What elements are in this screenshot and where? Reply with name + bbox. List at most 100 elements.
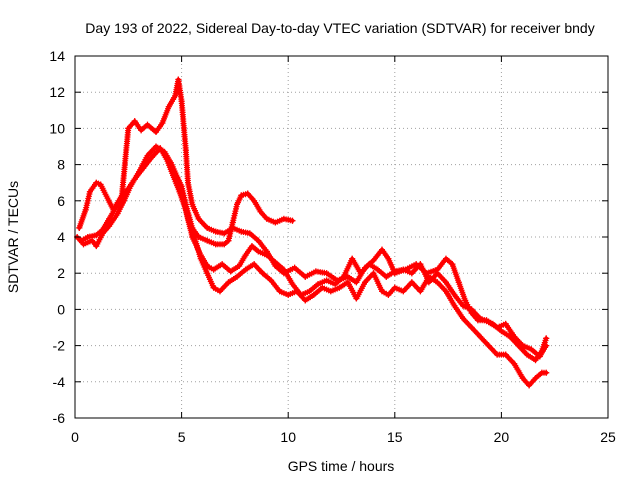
- data-point: [519, 375, 526, 382]
- data-point: [210, 284, 217, 291]
- y-tick-label: 4: [57, 229, 65, 245]
- data-point: [172, 92, 179, 99]
- x-axis-label: GPS time / hours: [288, 458, 395, 474]
- data-point: [442, 279, 449, 286]
- data-point: [425, 273, 432, 280]
- y-tick-label: 8: [57, 157, 65, 173]
- data-point: [319, 284, 326, 291]
- data-point: [234, 201, 241, 208]
- data-point: [543, 342, 550, 349]
- data-point: [144, 121, 151, 128]
- data-point: [84, 234, 91, 240]
- data-point: [332, 281, 339, 288]
- data-point: [353, 279, 360, 286]
- data-point: [323, 270, 330, 277]
- data-point: [259, 270, 266, 277]
- data-point: [170, 172, 177, 179]
- data-point: [449, 261, 456, 268]
- data-point: [528, 346, 535, 353]
- data-point: [251, 261, 258, 268]
- data-point: [511, 360, 518, 367]
- data-point: [219, 261, 226, 268]
- data-point: [204, 270, 211, 277]
- data-point: [462, 297, 469, 304]
- data-point: [255, 237, 262, 244]
- data-point: [455, 279, 462, 286]
- data-point: [257, 208, 264, 215]
- data-point: [225, 279, 232, 286]
- data-point: [312, 268, 319, 275]
- data-point: [494, 324, 501, 331]
- data-point: [385, 255, 392, 262]
- data-point: [242, 266, 249, 273]
- data-point: [289, 281, 296, 288]
- series-trace-d: [178, 188, 550, 389]
- data-point: [216, 288, 223, 295]
- data-point: [485, 342, 492, 349]
- data-point: [153, 129, 160, 136]
- data-point: [140, 165, 147, 172]
- data-point: [315, 281, 322, 288]
- x-tick-label: 25: [600, 429, 616, 445]
- data-point: [221, 230, 228, 237]
- data-point: [82, 206, 89, 213]
- data-point: [210, 266, 217, 273]
- data-point: [165, 103, 172, 110]
- data-point: [189, 201, 196, 208]
- data-point: [451, 291, 458, 298]
- data-point: [391, 268, 398, 275]
- y-tick-label: -6: [53, 410, 66, 426]
- data-point: [236, 262, 243, 269]
- data-point: [408, 270, 415, 277]
- data-point: [511, 333, 518, 340]
- data-point: [234, 273, 241, 280]
- data-point: [178, 98, 185, 105]
- data-point: [276, 288, 283, 295]
- data-point: [148, 154, 155, 161]
- data-point: [138, 127, 145, 134]
- data-point: [114, 210, 121, 217]
- data-point: [221, 241, 228, 248]
- data-point: [285, 291, 292, 298]
- data-point: [251, 197, 258, 204]
- data-point: [229, 219, 236, 226]
- data-point: [353, 295, 360, 302]
- data-point: [374, 266, 381, 273]
- data-point: [293, 288, 300, 295]
- data-point: [272, 219, 279, 226]
- data-point: [153, 143, 160, 150]
- data-point: [291, 264, 298, 271]
- data-point: [93, 179, 100, 186]
- data-point: [434, 270, 441, 277]
- data-point: [485, 319, 492, 326]
- data-point: [460, 302, 467, 309]
- data-point: [370, 257, 377, 264]
- data-point: [379, 288, 386, 295]
- data-series: [74, 76, 550, 389]
- data-point: [502, 320, 509, 327]
- data-point: [86, 188, 93, 195]
- data-point: [93, 243, 100, 250]
- data-point: [99, 226, 106, 233]
- data-point: [302, 273, 309, 280]
- x-tick-label: 15: [387, 429, 403, 445]
- data-point: [131, 176, 138, 183]
- data-point: [523, 351, 530, 358]
- data-point: [184, 215, 191, 222]
- data-point: [340, 273, 347, 280]
- data-point: [543, 369, 550, 376]
- data-point: [204, 237, 211, 244]
- data-point: [263, 215, 270, 222]
- data-point: [227, 268, 234, 275]
- grid: [75, 56, 608, 418]
- data-point: [78, 237, 85, 244]
- data-point: [159, 119, 166, 126]
- data-point: [519, 342, 526, 349]
- data-point: [246, 230, 253, 237]
- data-point: [280, 266, 287, 273]
- data-point: [336, 284, 343, 291]
- chart-title: Day 193 of 2022, Sidereal Day-to-day VTE…: [85, 20, 594, 36]
- data-point: [184, 179, 191, 186]
- data-point: [289, 217, 296, 224]
